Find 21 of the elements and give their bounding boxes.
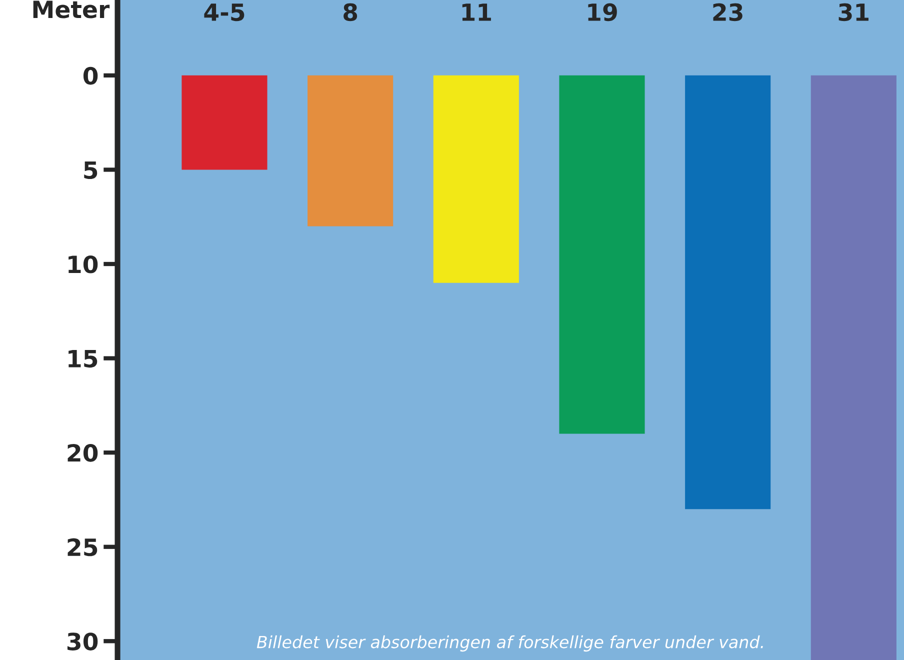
y-tick-label: 0: [83, 66, 98, 85]
y-tick-label: 10: [68, 255, 98, 274]
y-axis-title: Meter: [33, 0, 110, 18]
bar: [559, 75, 645, 434]
y-tick-label: 30: [67, 632, 98, 650]
x-tick-label: 11: [462, 4, 491, 21]
y-tick-label: 5: [84, 161, 98, 180]
y-tick-label: 15: [68, 350, 98, 368]
y-tick-label: 20: [68, 444, 98, 462]
x-tick-label: 19: [588, 3, 617, 22]
x-tick-label: 23: [713, 3, 742, 22]
x-tick-label: 8: [344, 3, 358, 22]
bar: [685, 75, 771, 510]
bar: [810, 75, 896, 660]
bar: [433, 75, 519, 283]
bar: [308, 75, 394, 226]
x-tick-label: 31: [838, 3, 868, 22]
x-tick-label: 4-5: [204, 4, 244, 22]
annotation: Billedet viser absorberingen af forskellige farver under vand.: [256, 635, 763, 652]
y-tick-label: 25: [68, 538, 98, 556]
bar: [182, 75, 268, 170]
